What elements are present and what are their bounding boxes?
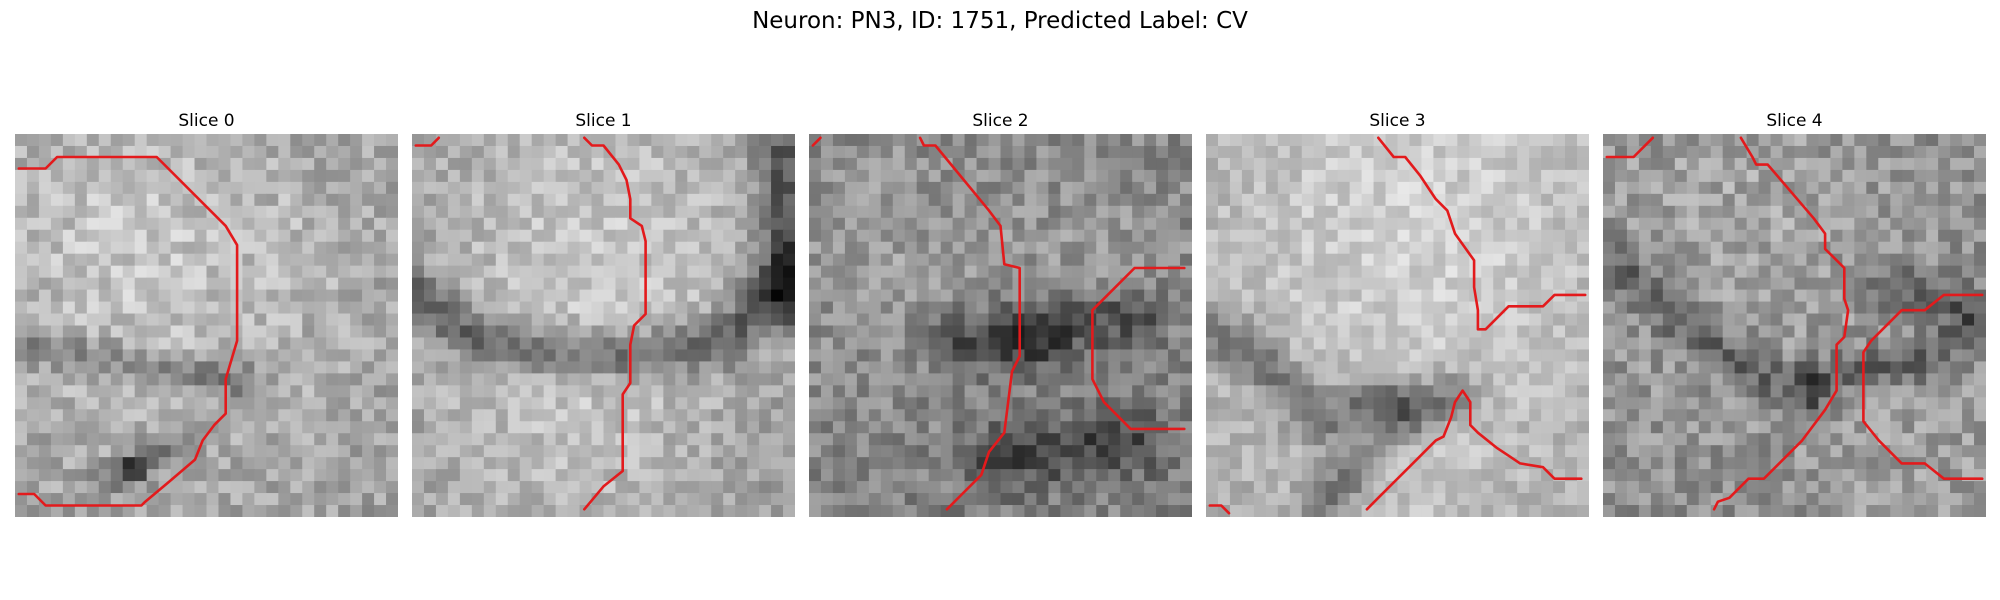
- slice-panel-0: Slice 0: [15, 108, 398, 517]
- contour-line: [1605, 136, 1655, 159]
- contour-line: [414, 136, 441, 147]
- slice-title-4: Slice 4: [1766, 111, 1823, 131]
- slice-image-1: [412, 134, 795, 517]
- slice-title-1: Slice 1: [575, 111, 632, 131]
- grayscale-pixel-grid: [15, 134, 398, 517]
- contour-line: [17, 155, 239, 507]
- contour-line: [1377, 136, 1587, 331]
- slice-image-2: [809, 134, 1192, 517]
- grayscale-pixel-grid: [809, 134, 1192, 517]
- slice-image-4: [1603, 134, 1986, 517]
- slice-panel-2: Slice 2: [809, 108, 1192, 517]
- contour-line: [1365, 389, 1583, 511]
- contour-line: [811, 136, 822, 147]
- slice-title-2: Slice 2: [972, 111, 1029, 131]
- grayscale-pixel-grid: [1603, 134, 1986, 517]
- slice-image-3: [1206, 134, 1589, 517]
- contour-line: [1208, 504, 1231, 515]
- grayscale-pixel-grid: [412, 134, 795, 517]
- figure-title: Neuron: PN3, ID: 1751, Predicted Label: …: [752, 8, 1248, 34]
- grayscale-pixel-grid: [1206, 134, 1589, 517]
- contour-line: [1862, 293, 1984, 481]
- contour-line: [918, 136, 1021, 511]
- slice-title-3: Slice 3: [1369, 111, 1426, 131]
- slice-panel-3: Slice 3: [1206, 108, 1589, 517]
- slice-title-0: Slice 0: [178, 111, 235, 131]
- slice-panel-4: Slice 4: [1603, 108, 1986, 517]
- contour-line: [583, 136, 647, 511]
- contour-line: [1712, 136, 1850, 511]
- slice-image-0: [15, 134, 398, 517]
- contour-line: [1091, 266, 1186, 431]
- slice-panel-1: Slice 1: [412, 108, 795, 517]
